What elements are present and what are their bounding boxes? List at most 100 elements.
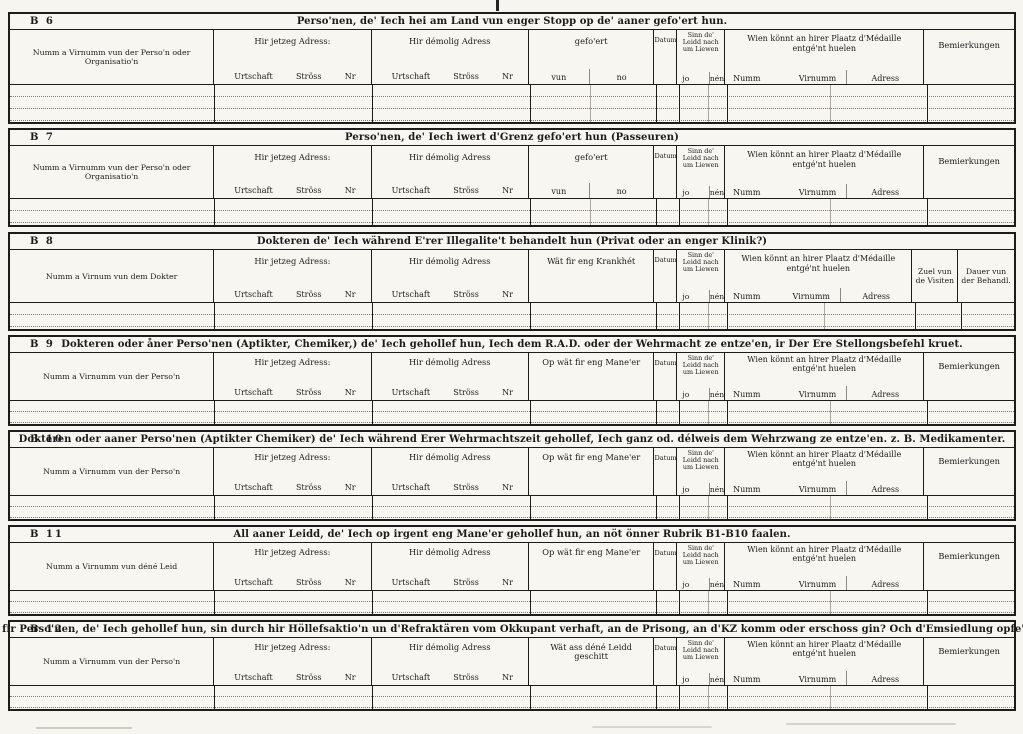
alive-label-line: Sinn de' [687,147,714,155]
medal-label-line: Wien könnt an hirer Plaatz d'Médaille [741,254,896,263]
datum-label: Datum [654,256,677,264]
entry-rows [10,401,1014,424]
medal-sublabels-right: Adress [846,481,923,495]
medal-sublabels-left: Numm Virnumm [725,184,846,198]
stross-label: Ströss [295,186,322,195]
medal-label-line: entgé'nt huelen [792,459,857,468]
nr-label: Nr [344,578,356,587]
visits-column-header: Zuel vun de Visiten [911,250,957,302]
alive-label-line: Sinn de' [687,354,714,362]
medal-sublabels-right: Adress [846,184,923,198]
column-divider [727,686,729,709]
urtschaft-label: Urtschaft [391,578,431,587]
sub-divider [708,591,709,614]
address-sublabels: Urtschaft Ströss Nr [214,72,370,81]
write-line [10,412,1014,423]
nr-label: Nr [502,578,513,587]
stross-label: Ströss [453,72,479,81]
medal-sublabels-left: Numm Virnumm [725,386,846,400]
former-address-label: Hir démolig Adress [408,357,491,367]
medal-column-header: Wien könnt an hirer Plaatz d'Médaille ent… [724,30,923,84]
sub-divider [830,496,831,519]
current-address-column-header: Hir jetzeg Adress: Urtschaft Ströss Nr [213,30,370,84]
nr-label: Nr [344,388,356,397]
column-divider [679,85,681,122]
nr-label: Nr [344,673,356,682]
sub-divider [590,85,591,122]
current-address-column-header: Hir jetzeg Adress: Urtschaft Ströss Nr [213,543,370,590]
address-sublabels: Urtschaft Ströss Nr [372,673,528,682]
column-divider [727,303,729,329]
sub-divider [590,199,591,225]
column-divider [372,85,374,122]
medal-sublabels: Numm Virnumm Adress [725,481,923,495]
urtschaft-label: Urtschaft [234,578,273,587]
no-label: no [588,183,654,198]
datum-column-header: Datum [653,250,676,302]
sub-divider [830,591,831,614]
column-divider [372,303,374,329]
medal-column-header: Wien könnt an hirer Plaatz d'Médaille ent… [724,353,923,400]
alive-column-header: Sinn de' Leidd nach um Liewen jo nén [676,353,724,400]
alive-label-line: Sinn de' [687,544,714,552]
column-divider [214,303,216,329]
write-line [10,199,1014,211]
former-address-column-header: Hir démolig Adress Urtschaft Ströss Nr [370,543,528,590]
section-title: Dokteren oder aaner Perso'nen (Aptikter … [18,434,1006,445]
current-address-column-header: Hir jetzeg Adress: Urtschaft Ströss Nr [213,638,370,685]
virnumm-label: Virnumm [792,292,831,301]
medal-sublabels-left: Numm Virnumm [725,671,846,685]
section-id: B 9 [30,339,55,350]
remarks-label: Bemierkungen [938,40,1000,50]
manner-column-header: Op wät fir eng Mane'er [527,543,654,590]
sub-divider [708,85,709,122]
section-b12: B 12 Waat fir Perso'nen, de' Iech geholl… [0,620,1023,711]
former-address-column-header: Hir démolig Adress Urtschaft Ströss Nr [370,638,528,685]
medal-sublabels: Numm Virnumm Adress [725,576,923,590]
gefoert-column-header: gefo'ert vun no [527,30,654,84]
section-id: B 10 [30,434,64,445]
jo-label: jo [682,485,690,494]
alive-label: Sinn de' Leidd nach um Liewen [677,355,724,376]
urtschaft-label: Urtschaft [391,290,431,299]
urtschaft-label: Urtschaft [234,673,273,682]
column-divider [927,85,929,122]
column-divider [679,496,681,519]
section-header: B 12 Waat fir Perso'nen, de' Iech geholl… [0,622,1023,638]
column-divider [679,591,681,614]
medal-sublabels-left: Numm Virnumm [725,288,840,302]
alive-sublabels: jo nén [677,72,724,84]
section-title: Waat fir Perso'nen, de' Iech gehollef hu… [0,624,1023,635]
name-column-header: Numm a Virnumm vun der Perso'n oder Orga… [10,146,213,198]
medal-label-line: entgé'nt huelen [786,263,851,273]
former-address-label: Hir démolig Adress [408,547,491,557]
vun-label: vun [551,73,567,82]
scan-artifact [592,726,712,728]
duration-label-line: der Behandl. [961,276,1011,285]
alive-sublabels: jo nén [677,388,724,400]
column-divider [214,686,216,709]
sub-divider [830,401,831,424]
stross-label: Ströss [295,290,322,299]
column-divider [927,591,929,614]
stross-label: Ströss [453,186,479,195]
column-headers: Numm a Virnumm vun der Perso'n Hir jetze… [10,448,1014,496]
sub-divider [708,199,709,225]
nen-label: nén [708,186,725,198]
sub-divider [830,199,831,225]
urtschaft-label: Urtschaft [391,483,431,492]
remarks-label: Bemierkungen [938,456,1000,466]
former-address-column-header: Hir démolig Adress Urtschaft Ströss Nr [370,353,528,400]
former-address-column-header: Hir démolig Adress Urtschaft Ströss Nr [370,448,528,495]
medal-column-header: Wien könnt an hirer Plaatz d'Médaille ent… [724,448,923,495]
name-col-label: Numm a Virnum vun dem Dokter [45,271,178,281]
column-divider [214,199,216,225]
write-line [10,315,1014,327]
medal-label-line: entgé'nt huelen [792,364,857,373]
name-col-label: Numm a Virnumm vun der Perso'n [43,372,181,381]
remarks-label: Bemierkungen [938,156,1000,166]
column-divider [214,591,216,614]
numm-label: Numm [733,580,761,589]
remarks-column-header: Bemierkungen [923,353,1014,400]
medal-label: Wien könnt an hirer Plaatz d'Médaille ent… [725,450,923,468]
